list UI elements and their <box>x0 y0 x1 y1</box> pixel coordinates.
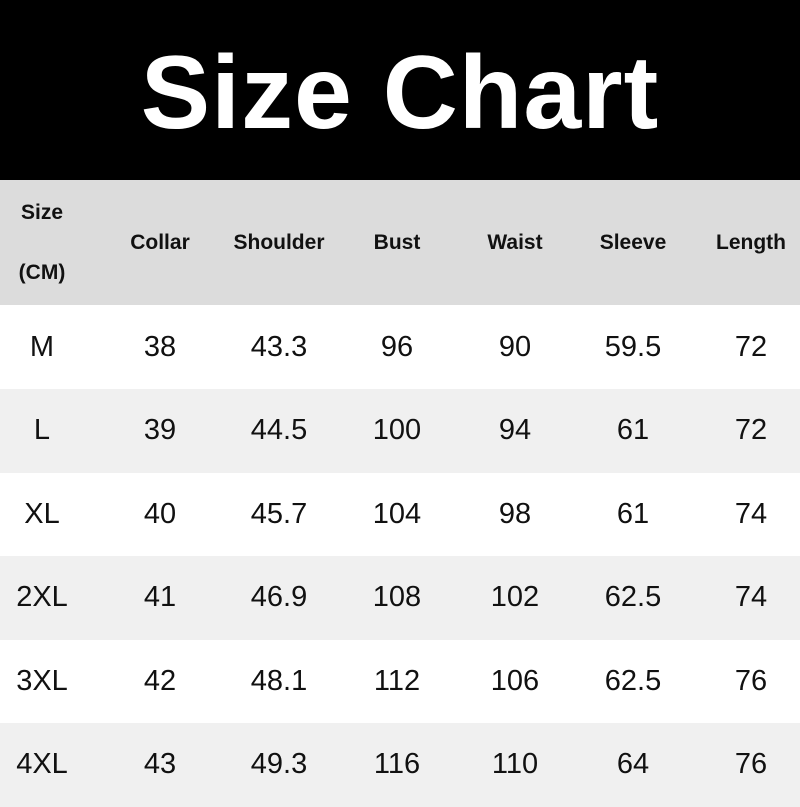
table-cell: 3XL <box>16 664 68 697</box>
table-row: 2XL 41 46.9 108 102 62.5 74 <box>0 555 800 640</box>
header-size-unit: (CM) <box>18 260 66 284</box>
table-cell: 74 <box>734 581 768 613</box>
table-cell: 90 <box>498 330 532 363</box>
table-cell: 74 <box>734 497 768 530</box>
table-cell: 64 <box>616 748 650 780</box>
header-shoulder: Shoulder <box>233 230 325 254</box>
table-cell: XL <box>24 497 60 530</box>
table-cell: 40 <box>143 497 177 530</box>
table-cell: 96 <box>380 330 414 363</box>
table-row: 3XL 42 48.1 112 106 62.5 76 <box>0 639 800 723</box>
header-collar: Collar <box>130 230 190 254</box>
table-row: 4XL 43 49.3 116 110 64 76 <box>0 722 800 807</box>
table-cell: 98 <box>498 497 532 530</box>
table-row: L 39 44.5 100 94 61 72 <box>0 388 800 473</box>
table-cell: 62.5 <box>604 664 662 697</box>
table-cell: 59.5 <box>604 330 662 363</box>
table-cell: 43 <box>143 748 177 780</box>
table-cell: 4XL <box>16 748 68 780</box>
table-cell: 46.9 <box>250 581 308 613</box>
table-cell: 72 <box>734 330 768 363</box>
table-cell: L <box>33 414 51 446</box>
table-cell: 61 <box>616 497 650 530</box>
table-cell: 61 <box>616 414 650 446</box>
table-cell: 112 <box>373 664 421 697</box>
header-waist: Waist <box>487 230 543 254</box>
header-bust: Bust <box>373 230 421 254</box>
table-cell: 43.3 <box>250 330 308 363</box>
header-size: Size (CM) <box>0 180 101 305</box>
table-cell: 62.5 <box>604 581 662 613</box>
table-cell: 39 <box>143 414 177 446</box>
table-cell: 110 <box>491 748 539 780</box>
table-cell: 108 <box>372 581 422 613</box>
table-cell: M <box>29 330 55 363</box>
table-cell: 48.1 <box>250 664 308 697</box>
table-cell: 42 <box>143 664 177 697</box>
table-cell: 102 <box>490 581 540 613</box>
header-length: Length <box>716 230 786 254</box>
table-cell: 76 <box>734 748 768 780</box>
table-cell: 76 <box>734 664 768 697</box>
table-cell: 2XL <box>16 581 68 613</box>
table-cell: 38 <box>143 330 177 363</box>
table-cell: 45.7 <box>250 497 308 530</box>
table-row: M 38 43.3 96 90 59.5 72 <box>0 305 800 389</box>
title-banner: Size Chart <box>0 0 800 180</box>
table-row: XL 40 45.7 104 98 61 74 <box>0 472 800 556</box>
table-cell: 104 <box>372 497 422 530</box>
table-cell: 100 <box>372 414 422 446</box>
table-cell: 106 <box>490 664 540 697</box>
table-cell: 94 <box>498 414 532 446</box>
table-cell: 72 <box>734 414 768 446</box>
table-cell: 44.5 <box>250 414 308 446</box>
table-cell: 116 <box>373 748 421 780</box>
header-size-label: Size <box>20 200 64 224</box>
table-header: Size (CM) Collar Shoulder Bust Waist Sle… <box>0 180 800 305</box>
header-sleeve: Sleeve <box>599 230 667 254</box>
page-title: Size Chart <box>140 34 660 151</box>
table-cell: 49.3 <box>250 748 308 780</box>
table-cell: 41 <box>143 581 177 613</box>
